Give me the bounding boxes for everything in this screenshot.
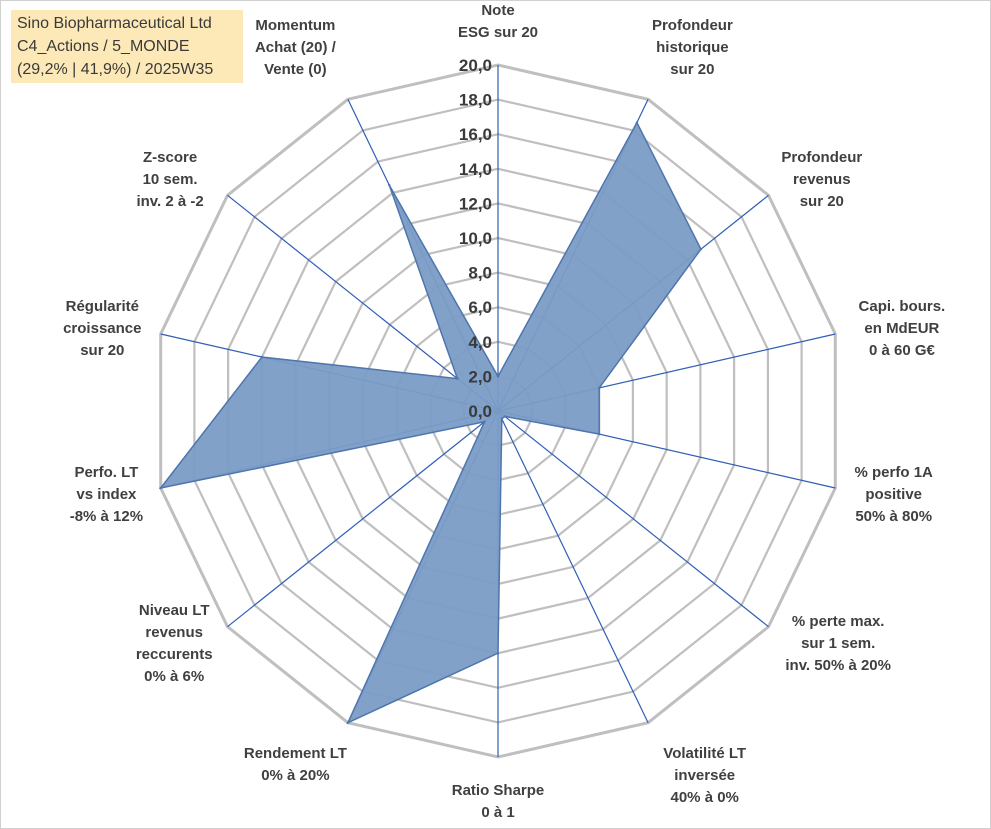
axis-label: Capi. bours. en MdEUR 0 à 60 G€	[859, 298, 946, 359]
tick-label: 2,0	[468, 367, 492, 386]
data-point	[503, 415, 506, 418]
title-category: C4_Actions / 5_MONDE	[17, 38, 190, 55]
data-point	[598, 386, 601, 390]
data-point	[598, 432, 601, 436]
tick-label: 10,0	[459, 229, 492, 248]
tick-label: 6,0	[468, 298, 492, 317]
chart-title-box: Sino Biopharmaceutical Ltd C4_Actions / …	[11, 10, 243, 83]
radial-tick-labels: 0,0 2,0 4,0 6,0 8,0 10,0 12,0 14,0 16,0 18,0 20,0	[459, 56, 492, 421]
series-area	[158, 120, 702, 725]
title-company: Sino Biopharmaceutical Ltd	[17, 15, 212, 32]
axis-labels: Note ESG sur 20 Profondeur historique sur 20…	[63, 2, 945, 821]
axis-label: % perte max. sur 1 sem. inv. 50% à 20%	[785, 613, 891, 674]
radar-series	[158, 120, 703, 725]
data-point	[159, 486, 162, 490]
data-point	[456, 377, 459, 380]
tick-label: 8,0	[468, 264, 492, 283]
data-point	[699, 248, 703, 251]
axis-spoke	[227, 194, 499, 412]
axis-label: Perfo. LT vs index -8% à 12%	[70, 464, 143, 525]
axis-label: Ratio Sharpe 0 à 1	[452, 782, 545, 821]
data-point	[388, 183, 391, 187]
axis-spoke	[227, 410, 499, 628]
tick-label: 12,0	[459, 194, 492, 213]
tick-label: 18,0	[459, 91, 492, 110]
axis-spoke	[497, 410, 649, 723]
data-point	[635, 121, 639, 124]
data-point	[346, 721, 350, 724]
tick-label: 20,0	[459, 56, 492, 75]
tick-label: 4,0	[468, 333, 492, 352]
tick-label: 0,0	[468, 402, 492, 421]
data-point	[483, 420, 486, 423]
data-point	[500, 417, 503, 420]
axis-label: Volatilité LT inversée 40% à 0%	[663, 745, 746, 806]
axis-label: Note ESG sur 20	[458, 2, 538, 41]
axis-label: Niveau LT revenus reccurents 0% à 6%	[136, 602, 213, 685]
axis-label: % perfo 1A positive 50% à 80%	[855, 464, 934, 525]
axis-label: Profondeur revenus sur 20	[781, 149, 862, 210]
axis-label: Profondeur historique sur 20	[652, 17, 733, 78]
axis-label: Z-score 10 sem. inv. 2 à -2	[136, 149, 203, 210]
axis-spoke	[497, 410, 769, 628]
axis-label: Rendement LT 0% à 20%	[244, 745, 347, 784]
title-metrics: (29,2% | 41,9%) / 2025W35	[17, 61, 214, 78]
data-point	[260, 355, 264, 359]
axis-label: Régularité croissance sur 20	[63, 298, 141, 359]
axis-label: Momentum Achat (20) / Vente (0)	[255, 17, 337, 78]
data-point	[496, 652, 500, 655]
tick-label: 16,0	[459, 125, 492, 144]
data-point	[496, 375, 500, 378]
tick-label: 14,0	[459, 160, 492, 179]
